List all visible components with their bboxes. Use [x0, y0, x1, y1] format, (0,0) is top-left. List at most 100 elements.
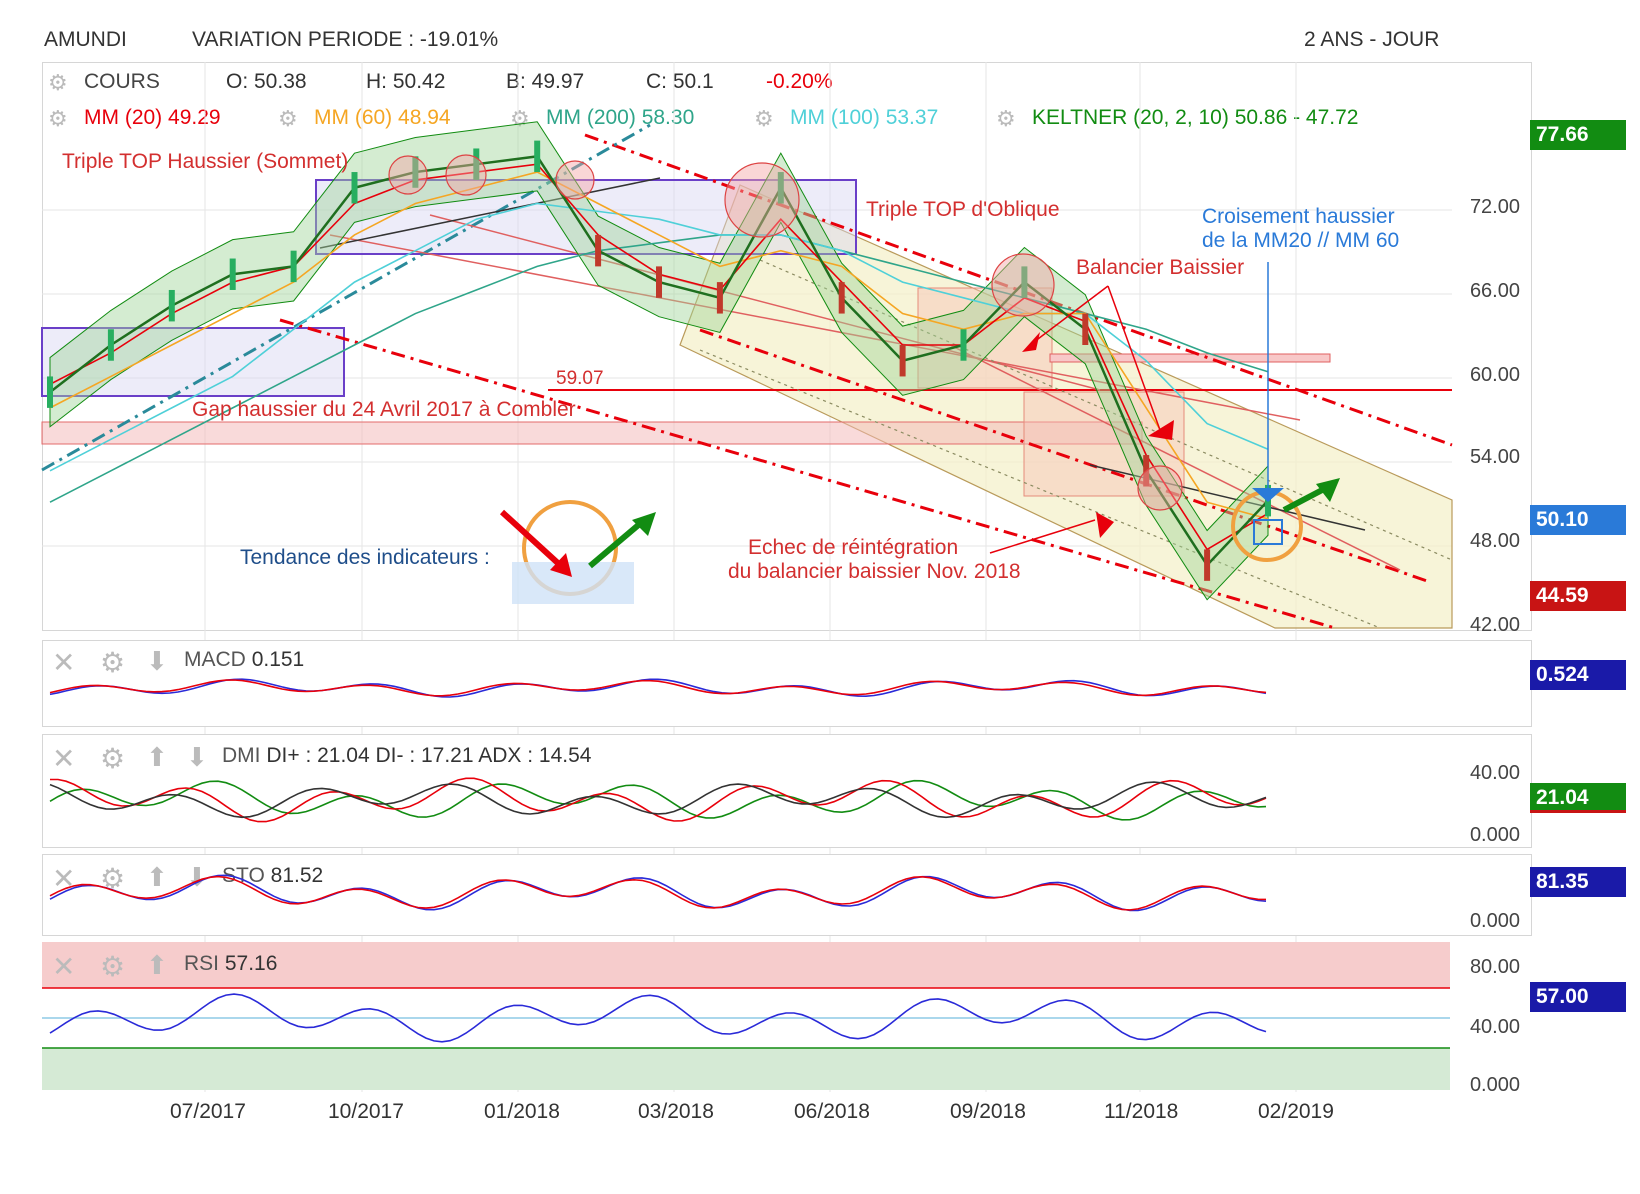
neckline — [319, 177, 661, 249]
candle — [595, 234, 602, 267]
keltner-label: KELTNER (20, 2, 10) 50.86 - 47.72 — [1032, 106, 1358, 130]
x-tick: 10/2017 — [328, 1100, 404, 1123]
cours-label: COURS — [84, 70, 160, 93]
keltner-band — [49, 121, 1269, 601]
gear-icon[interactable]: ⚙ — [100, 647, 126, 678]
close-icon[interactable]: ✕ — [52, 647, 76, 678]
quote-low: B: 49.97 — [506, 70, 585, 93]
dmi-name: DMI — [222, 744, 261, 767]
candle — [47, 376, 53, 408]
thin-red-lines — [329, 214, 1401, 571]
sto-tick: 0.000 — [1469, 910, 1520, 932]
mm60-name: MM (60) — [314, 106, 393, 129]
up-arrow-shaft — [588, 519, 644, 569]
gear-icon[interactable]: ⚙ — [996, 106, 1016, 131]
arrow-up-icon[interactable]: ⬆ — [146, 950, 168, 980]
gear-icon[interactable]: ⚙ — [754, 106, 774, 131]
annotation-echec-1: Echec de réintégration — [748, 536, 959, 559]
rsi-label: RSI 57.16 — [184, 952, 277, 976]
dmi-tick: 0.000 — [1469, 824, 1520, 846]
gear-icon[interactable]: ⚙ — [100, 743, 126, 774]
series-mm-200 — [49, 234, 1269, 503]
neckline-2 — [1089, 464, 1366, 531]
top-circles — [388, 154, 1183, 511]
rsi-tick: 40.00 — [1469, 1016, 1520, 1038]
annotation-triple-top-oblique: Triple TOP d'Oblique — [866, 198, 1060, 221]
rsi-tick: 0.000 — [1469, 1074, 1520, 1096]
macd-label: MACD 0.151 — [184, 648, 304, 672]
rsi-value: 57.16 — [224, 952, 278, 975]
mm60-value: 48.94 — [398, 106, 451, 129]
annotation-croisement-1: Croisement haussier — [1202, 205, 1395, 228]
gap-zone — [41, 421, 1143, 445]
rsi-tick: 80.00 — [1469, 956, 1520, 978]
mm100-name: MM (100) — [790, 106, 880, 129]
candle — [290, 250, 297, 283]
badge-low: 44.59 — [1530, 581, 1626, 611]
close-icon[interactable]: ✕ — [52, 951, 76, 982]
uptrend-line — [41, 123, 651, 472]
mm200-value: 58.30 — [641, 106, 695, 129]
annotation-balancier: Balancier Baissier — [1076, 256, 1245, 279]
arrow-head-3 — [1096, 512, 1114, 538]
rsi-name: RSI — [184, 952, 220, 975]
down-arrow-shaft — [499, 509, 563, 568]
candle — [229, 258, 236, 290]
candle — [656, 266, 662, 298]
sto-label: STO 81.52 — [222, 864, 323, 888]
candle — [168, 289, 175, 322]
arrow-up-icon[interactable]: ⬆ — [146, 742, 168, 772]
price-tick: 48.00 — [1469, 530, 1520, 552]
up-arrow2-shaft — [1282, 485, 1328, 513]
period-selector[interactable]: 2 ANS - JOUR — [1304, 28, 1440, 51]
candle — [534, 140, 541, 173]
x-tick: 06/2018 — [794, 1100, 870, 1123]
candle — [1204, 549, 1211, 581]
gear-icon[interactable]: ⚙ — [48, 70, 68, 95]
price-tick: 60.00 — [1469, 364, 1520, 386]
mm20-value: 49.29 — [168, 106, 221, 129]
quote-high: H: 50.42 — [366, 70, 446, 93]
candle — [716, 282, 723, 314]
arrow-down-icon[interactable]: ⬇ — [186, 742, 208, 772]
down-arrow-head — [550, 553, 572, 577]
gear-icon[interactable]: ⚙ — [278, 106, 298, 131]
candle — [1082, 313, 1089, 345]
close-icon[interactable]: ✕ — [52, 863, 76, 894]
x-tick: 02/2019 — [1258, 1100, 1334, 1123]
macd-name: MACD — [184, 648, 246, 671]
annotation-triple-top-haussier: Triple TOP Haussier (Sommet) — [62, 150, 349, 173]
gear-icon[interactable]: ⚙ — [100, 863, 126, 894]
sto-value: 81.52 — [270, 864, 324, 887]
gear-icon[interactable]: ⚙ — [100, 951, 126, 982]
annotation-croisement-2: de la MM20 // MM 60 — [1202, 229, 1400, 252]
price-tick: 54.00 — [1469, 446, 1520, 468]
close-icon[interactable]: ✕ — [52, 743, 76, 774]
arrow-down-icon[interactable]: ⬇ — [186, 862, 208, 892]
x-tick: 07/2017 — [170, 1100, 246, 1123]
annotation-tendance: Tendance des indicateurs : — [240, 546, 490, 569]
arrow-head-2 — [1148, 420, 1174, 440]
candle — [107, 329, 114, 361]
x-tick: 11/2018 — [1104, 1100, 1179, 1123]
symbol-name: AMUNDI — [44, 28, 127, 51]
arrow-down-icon[interactable]: ⬇ — [146, 646, 168, 676]
price-tick: 72.00 — [1469, 196, 1520, 218]
x-tick: 01/2018 — [484, 1100, 560, 1123]
dmi-badge: 21.04 — [1530, 783, 1626, 813]
candle — [1021, 266, 1028, 298]
keltner-value: 50.86 - 47.72 — [1234, 106, 1359, 129]
price-tick: 66.00 — [1469, 280, 1520, 302]
candle — [777, 172, 784, 204]
period-variation: VARIATION PERIODE : -19.01% — [192, 28, 499, 51]
gear-icon[interactable]: ⚙ — [48, 106, 68, 131]
arrow-up-icon[interactable]: ⬆ — [146, 862, 168, 892]
mm60-label: MM (60) 48.94 — [314, 106, 451, 130]
mm200-name: MM (200) — [546, 106, 636, 129]
indicator-trend-box — [512, 562, 634, 604]
sto-badge: 81.35 — [1530, 867, 1626, 897]
cross-arrow-head — [1252, 488, 1284, 502]
dmi-value: DI+ : 21.04 DI- : 17.21 ADX : 14.54 — [266, 744, 592, 767]
quote-change: -0.20% — [766, 70, 833, 93]
